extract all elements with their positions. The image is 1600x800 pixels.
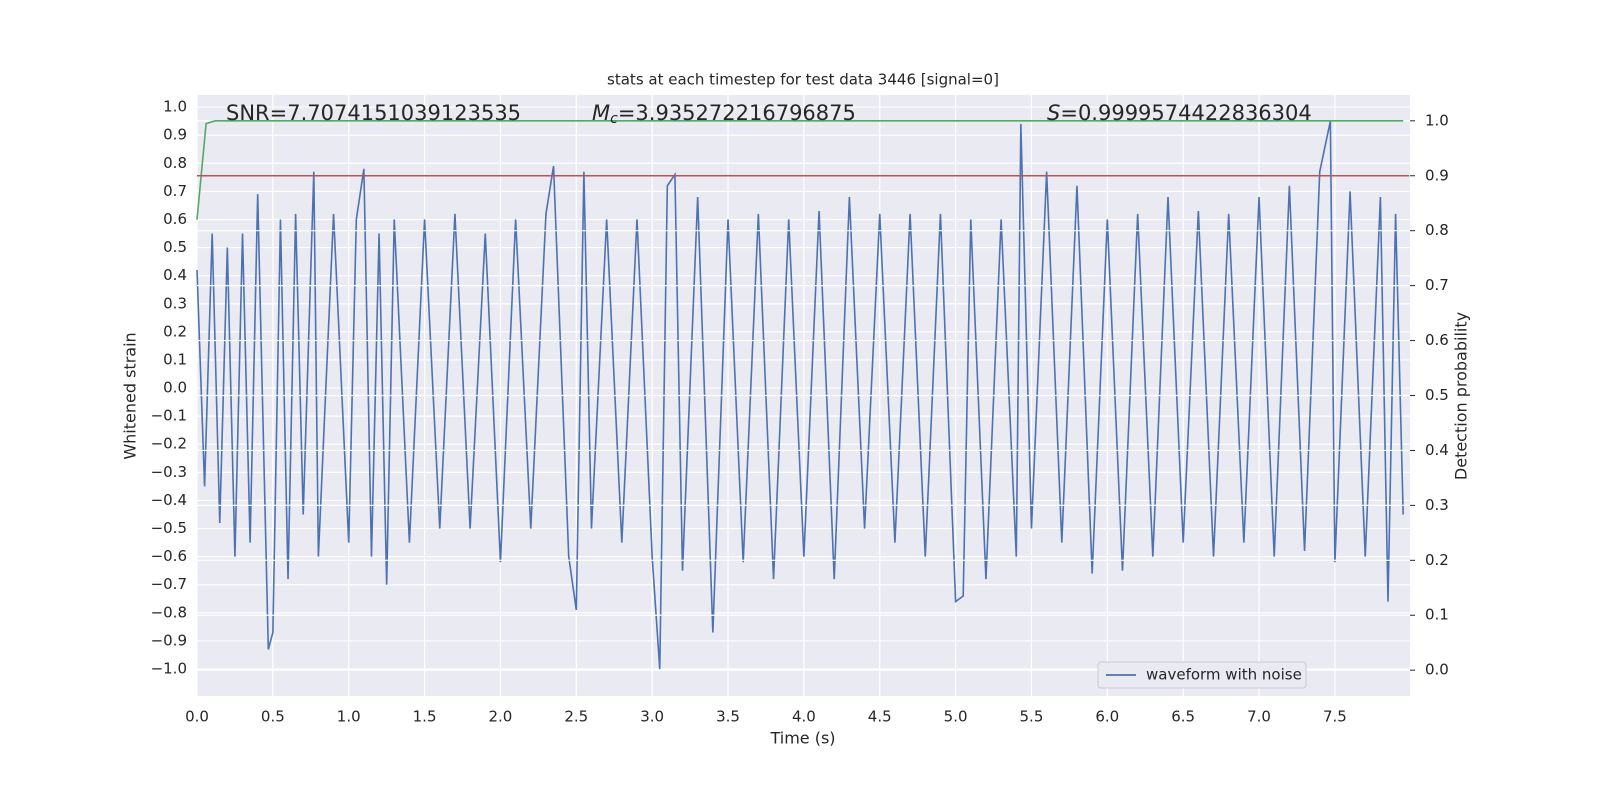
annotation: Mc=3.935272216796875: [592, 101, 856, 127]
legend-box: [1097, 661, 1307, 689]
x-tick-label: 1.5: [413, 708, 437, 726]
annotation-symbol: M: [592, 101, 610, 125]
annotation-symbol: S: [1047, 101, 1060, 125]
y2-tick-label: 1.0: [1425, 111, 1449, 129]
series-line: [196, 120, 1404, 220]
legend-label: waveform with noise: [1146, 666, 1302, 684]
y2-axis-label: Detection probability: [1452, 312, 1471, 480]
x-tick-label: 4.5: [868, 708, 892, 726]
y-tick-label: −0.8: [151, 603, 187, 621]
y2-tick-label: 0.8: [1425, 221, 1449, 239]
x-tick-label: 1.0: [337, 708, 361, 726]
y-tick-label: 0.7: [163, 182, 187, 200]
x-tick-label: 2.0: [489, 708, 513, 726]
y2-tick-label: 0.7: [1425, 276, 1449, 294]
annotation: SNR=7.7074151039123535: [226, 101, 521, 125]
y-tick-label: 0.6: [163, 210, 187, 228]
y-tick-label: −0.3: [151, 463, 187, 481]
x-tick-label: 0.0: [185, 708, 209, 726]
y2-tick-label: 0.0: [1425, 661, 1449, 679]
annotation-text: =3.935272216796875: [618, 101, 856, 125]
y-tick-label: 0.4: [163, 266, 187, 284]
x-tick-label: 2.5: [564, 708, 588, 726]
y-tick-label: 0.2: [163, 322, 187, 340]
y-tick-label: −0.6: [151, 547, 187, 565]
chart-title: stats at each timestep for test data 344…: [607, 71, 999, 89]
annotation-text: =0.9999574422836304: [1060, 101, 1311, 125]
y-tick-label: −0.5: [151, 519, 187, 537]
x-tick-label: 0.5: [261, 708, 285, 726]
y-tick-label: −0.1: [151, 407, 187, 425]
y2-tick-label: 0.6: [1425, 331, 1449, 349]
x-tick-label: 4.0: [792, 708, 816, 726]
y-tick-label: 0.0: [163, 379, 187, 397]
y-tick-label: −0.9: [151, 631, 187, 649]
y2-tick-label: 0.5: [1425, 386, 1449, 404]
y-tick-label: −0.7: [151, 575, 187, 593]
x-tick-label: 6.0: [1095, 708, 1119, 726]
y-tick-label: 0.8: [163, 154, 187, 172]
x-tick-label: 5.0: [944, 708, 968, 726]
y-tick-label: 0.3: [163, 294, 187, 312]
y-axis-label: Whitened strain: [121, 332, 140, 459]
y-tick-label: −0.4: [151, 491, 187, 509]
y-tick-label: −1.0: [151, 660, 187, 678]
y-tick-label: −0.2: [151, 435, 187, 453]
x-tick-label: 5.5: [1020, 708, 1044, 726]
y2-tick-label: 0.4: [1425, 441, 1449, 459]
x-tick-label: 6.5: [1171, 708, 1195, 726]
annotation-subscript: c: [610, 111, 618, 127]
y-tick-label: 0.9: [163, 126, 187, 144]
x-tick-label: 3.5: [716, 708, 740, 726]
x-tick-label: 3.0: [640, 708, 664, 726]
annotation: S=0.9999574422836304: [1047, 101, 1312, 125]
series-line: [196, 120, 1404, 670]
y-tick-label: 0.1: [163, 350, 187, 368]
y2-tick-label: 0.3: [1425, 496, 1449, 514]
y-tick-label: 1.0: [163, 98, 187, 116]
y2-tick-label: 0.9: [1425, 166, 1449, 184]
x-tick-label: 7.0: [1247, 708, 1271, 726]
x-axis-label: Time (s): [769, 729, 835, 748]
legend: waveform with noise: [1097, 661, 1307, 689]
y2-tick-label: 0.2: [1425, 551, 1449, 569]
y-tick-label: 0.5: [163, 238, 187, 256]
y2-tick-label: 0.1: [1425, 606, 1449, 624]
x-tick-label: 7.5: [1323, 708, 1347, 726]
